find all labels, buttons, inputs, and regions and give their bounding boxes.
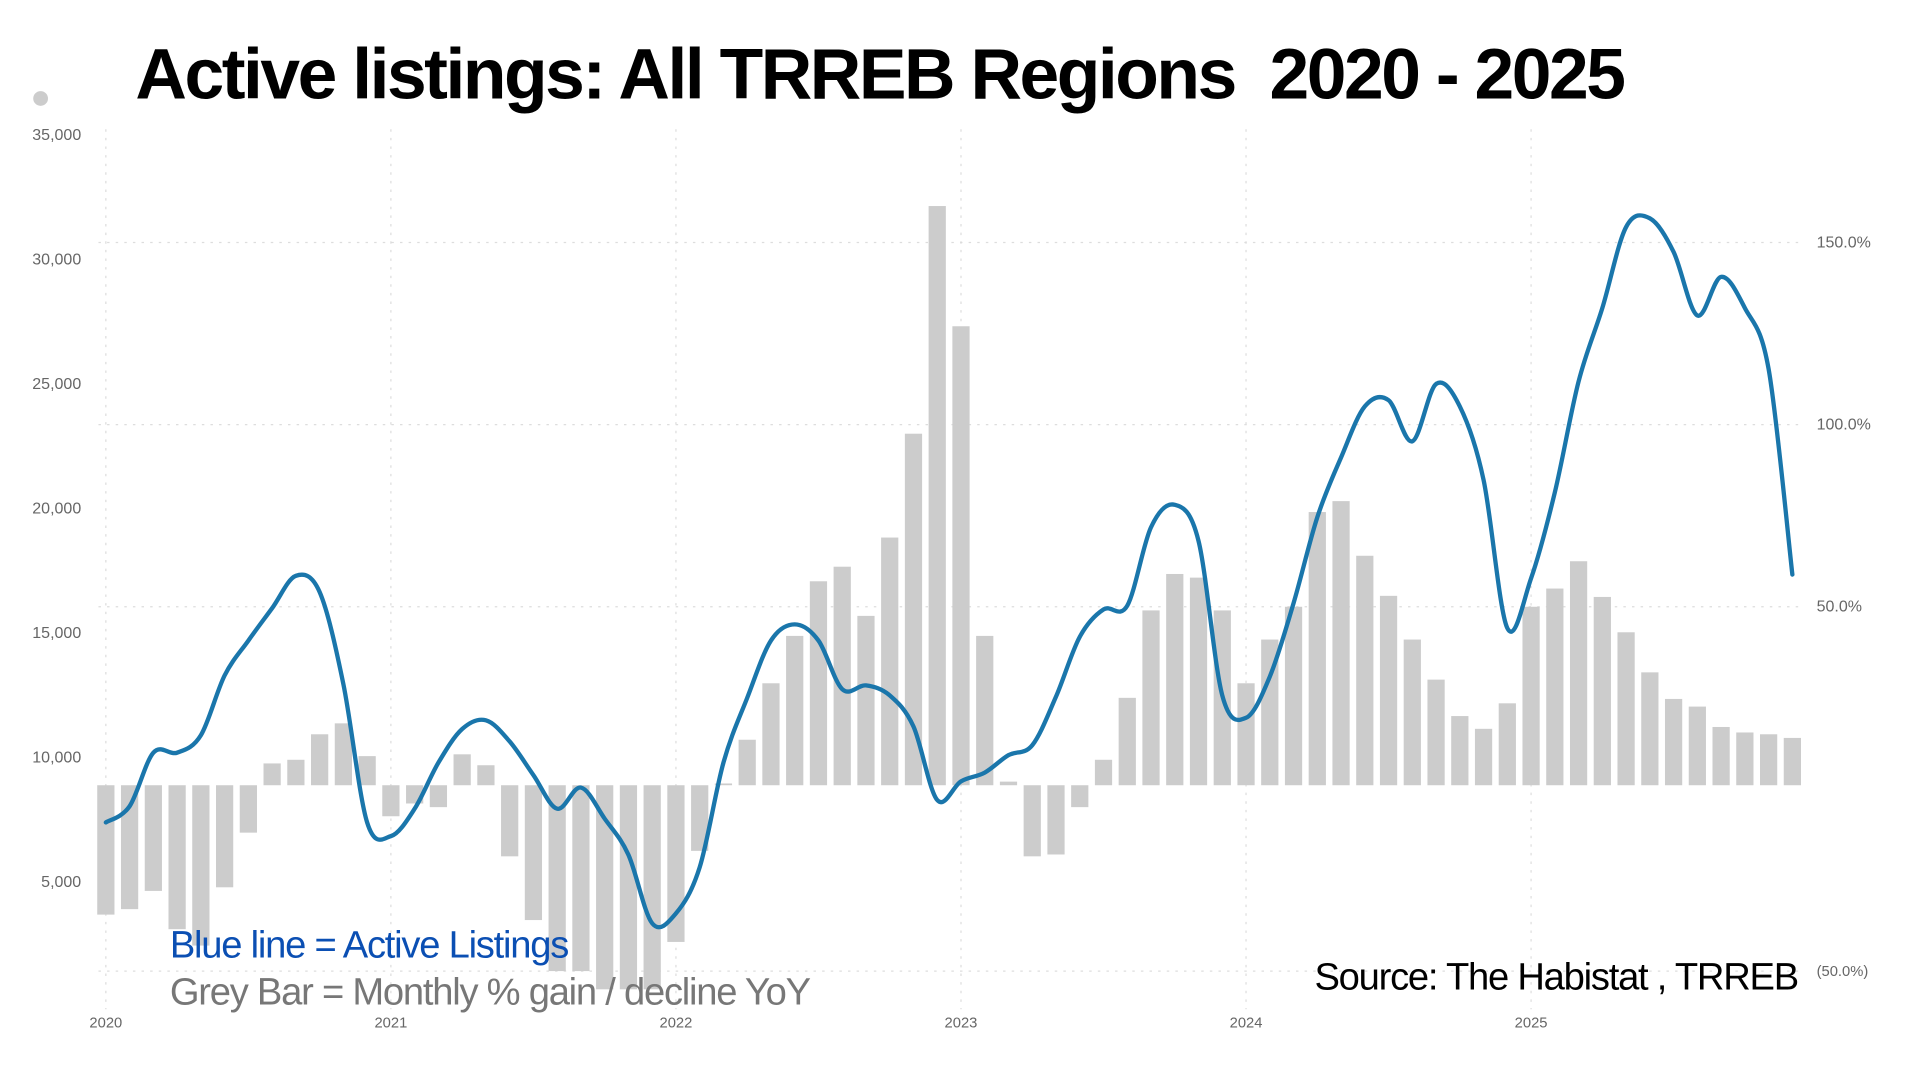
- bar: [572, 785, 590, 972]
- bar: [1712, 726, 1730, 786]
- bar: [738, 739, 756, 786]
- bar: [382, 785, 400, 817]
- bar: [643, 785, 661, 990]
- bar: [1593, 596, 1611, 786]
- bar: [1498, 703, 1516, 786]
- bar: [1736, 732, 1754, 786]
- bar: [1688, 706, 1706, 786]
- x-tick-label: 2022: [660, 1016, 693, 1032]
- bar: [168, 785, 186, 930]
- bar: [596, 785, 614, 990]
- bar: [120, 785, 139, 910]
- active-listings-line: [103, 213, 1795, 930]
- bar: [358, 756, 376, 786]
- gridlines: [98, 129, 1804, 1010]
- bar: [548, 785, 566, 972]
- chart-title: Active listings: All TRREB Regions 2020 …: [135, 34, 1624, 114]
- bar: [1237, 683, 1255, 786]
- x-tick-label: 2024: [1230, 1016, 1263, 1032]
- x-tick-label: 2021: [374, 1016, 407, 1032]
- right-tick-label: 50.0%: [1817, 599, 1862, 616]
- bar: [144, 785, 162, 891]
- bar: [477, 765, 495, 786]
- bar: [1379, 595, 1398, 786]
- bar: [809, 581, 828, 786]
- bar: [524, 785, 543, 921]
- bar: [1664, 698, 1683, 786]
- x-tick-label: 2025: [1515, 1016, 1548, 1032]
- right-tick-label: (50.0%): [1817, 964, 1869, 980]
- left-tick-label: 25,000: [32, 376, 81, 393]
- right-tick-label: 100.0%: [1817, 417, 1871, 434]
- legend-dot-icon: [33, 91, 48, 106]
- left-tick-label: 5,000: [41, 874, 81, 891]
- bar: [1403, 639, 1421, 786]
- x-tick-label: 2023: [945, 1016, 978, 1032]
- bar: [1546, 588, 1564, 786]
- bar: [833, 566, 851, 786]
- bar: [1118, 697, 1136, 786]
- bar: [952, 326, 970, 786]
- bar: [501, 785, 519, 857]
- bar: [786, 635, 804, 786]
- x-tick-label: 2020: [89, 1016, 122, 1032]
- bar: [691, 785, 709, 851]
- bar: [1522, 606, 1540, 786]
- left-tick-label: 30,000: [32, 251, 81, 268]
- bar: [453, 754, 471, 786]
- bar: [1166, 573, 1184, 786]
- bar: [1308, 512, 1326, 786]
- bar: [1641, 672, 1659, 786]
- bar: [263, 763, 281, 786]
- bar: [1427, 679, 1445, 786]
- left-axis: 5,000 10,000 15,000 20,000 25,000 30,000 35,00…: [32, 127, 81, 891]
- bar: [1617, 632, 1635, 786]
- bar: [1783, 737, 1801, 786]
- bar: [1047, 785, 1065, 855]
- bar: [311, 734, 329, 786]
- left-tick-label: 15,000: [32, 625, 81, 642]
- bar: [667, 785, 685, 942]
- bar: [857, 615, 875, 786]
- left-tick-label: 10,000: [32, 750, 81, 767]
- bar: [1094, 759, 1113, 786]
- legend-line-text: Blue line = Active Listings: [170, 924, 568, 967]
- bar: [1332, 501, 1350, 786]
- bar: [192, 785, 210, 946]
- bar: [619, 785, 638, 990]
- bar: [1569, 561, 1588, 786]
- bar: [1142, 610, 1160, 786]
- bar: [1023, 785, 1041, 857]
- bar: [287, 759, 305, 786]
- bar: [429, 785, 448, 808]
- bar: [928, 206, 946, 786]
- left-tick-label: 35,000: [32, 127, 81, 144]
- bar: [97, 785, 115, 915]
- bar: [1356, 555, 1374, 786]
- bar: [216, 785, 234, 888]
- x-axis: 2020 2021 2022 2023 2024 2025: [89, 1016, 1547, 1032]
- source-text: Source: The Habistat , TRREB: [1314, 956, 1798, 999]
- bar: [1760, 734, 1778, 786]
- bar: [881, 537, 899, 786]
- bar: [1071, 785, 1089, 808]
- bar-series: [97, 206, 1801, 990]
- bar: [1189, 577, 1208, 786]
- bar: [334, 723, 352, 786]
- bar: [904, 433, 923, 786]
- bar: [999, 781, 1018, 786]
- bar: [976, 635, 994, 786]
- left-tick-label: 20,000: [32, 500, 81, 517]
- bar: [714, 783, 733, 786]
- bar: [1474, 728, 1493, 786]
- bar: [1261, 639, 1279, 786]
- bar: [239, 785, 257, 833]
- right-axis: 150.0% 100.0% 50.0% (50.0%): [1817, 234, 1871, 980]
- bar: [1284, 606, 1303, 786]
- bar: [762, 683, 780, 786]
- bar: [1451, 716, 1469, 786]
- right-tick-label: 150.0%: [1817, 234, 1871, 251]
- legend-bar-text: Grey Bar = Monthly % gain / decline YoY: [170, 970, 811, 1013]
